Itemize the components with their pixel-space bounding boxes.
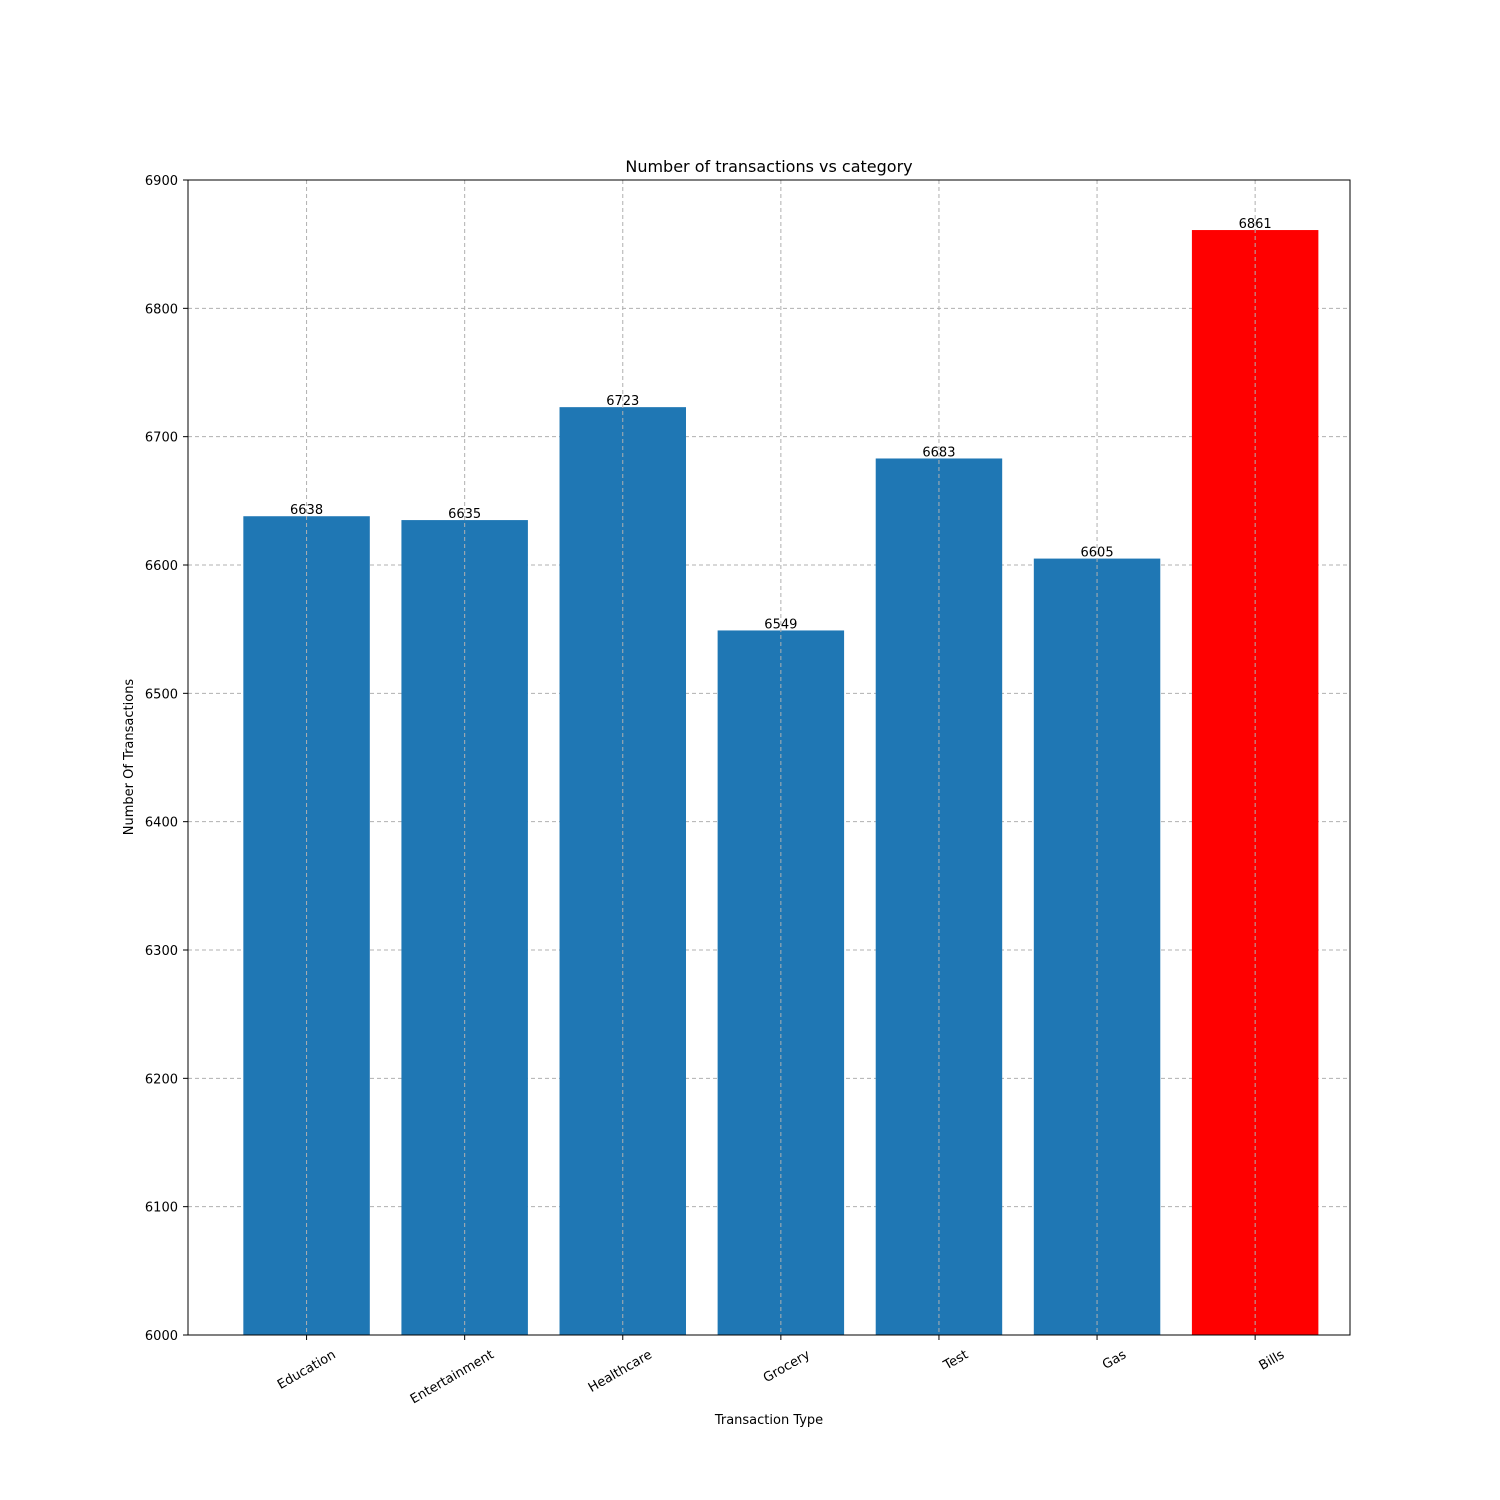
bar-entertainment xyxy=(401,520,528,1335)
y-tick-label: 6300 xyxy=(145,944,178,959)
y-tick-label: 6800 xyxy=(145,302,178,317)
x-tick-label-entertainment: Entertainment xyxy=(408,1347,497,1407)
x-tick-label-healthcare: Healthcare xyxy=(586,1347,655,1395)
data-label-healthcare: 6723 xyxy=(606,394,639,409)
data-label-bills: 6861 xyxy=(1239,217,1272,232)
y-tick-label: 6700 xyxy=(145,431,178,446)
y-tick-label: 6400 xyxy=(145,816,178,831)
chart-title: Number of transactions vs category xyxy=(625,157,912,176)
data-labels: 6638 6635 6723 6549 6683 6605 6861 xyxy=(290,217,1272,632)
y-tick-label: 6200 xyxy=(145,1072,178,1087)
x-axis-label: Transaction Type xyxy=(714,1413,823,1428)
x-tick-label-education: Education xyxy=(275,1347,339,1392)
x-axis-ticks: Education Entertainment Healthcare Grocery T… xyxy=(275,1335,1287,1407)
y-tick-label: 6500 xyxy=(145,687,178,702)
y-axis-label: Number Of Transactions xyxy=(122,679,137,836)
y-tick-label: 6100 xyxy=(145,1201,178,1216)
y-tick-label: 6900 xyxy=(145,174,178,189)
y-tick-label: 6600 xyxy=(145,559,178,574)
data-label-education: 6638 xyxy=(290,503,323,518)
data-label-test: 6683 xyxy=(922,445,955,460)
y-axis-ticks: 6000 6100 6200 6300 6400 6500 6600 6700 6800 6900 xyxy=(145,174,188,1344)
plot-frame xyxy=(187,179,1351,1336)
y-tick-label: 6000 xyxy=(145,1329,178,1344)
data-label-gas: 6605 xyxy=(1081,546,1114,561)
data-label-entertainment: 6635 xyxy=(448,507,481,522)
x-tick-label-bills: Bills xyxy=(1257,1347,1288,1373)
vertical-grid-layer xyxy=(306,180,1256,1335)
x-tick-label-test: Test xyxy=(940,1347,971,1373)
x-tick-label-grocery: Grocery xyxy=(761,1347,813,1386)
data-label-grocery: 6549 xyxy=(764,617,797,632)
x-tick-label-gas: Gas xyxy=(1100,1347,1129,1373)
